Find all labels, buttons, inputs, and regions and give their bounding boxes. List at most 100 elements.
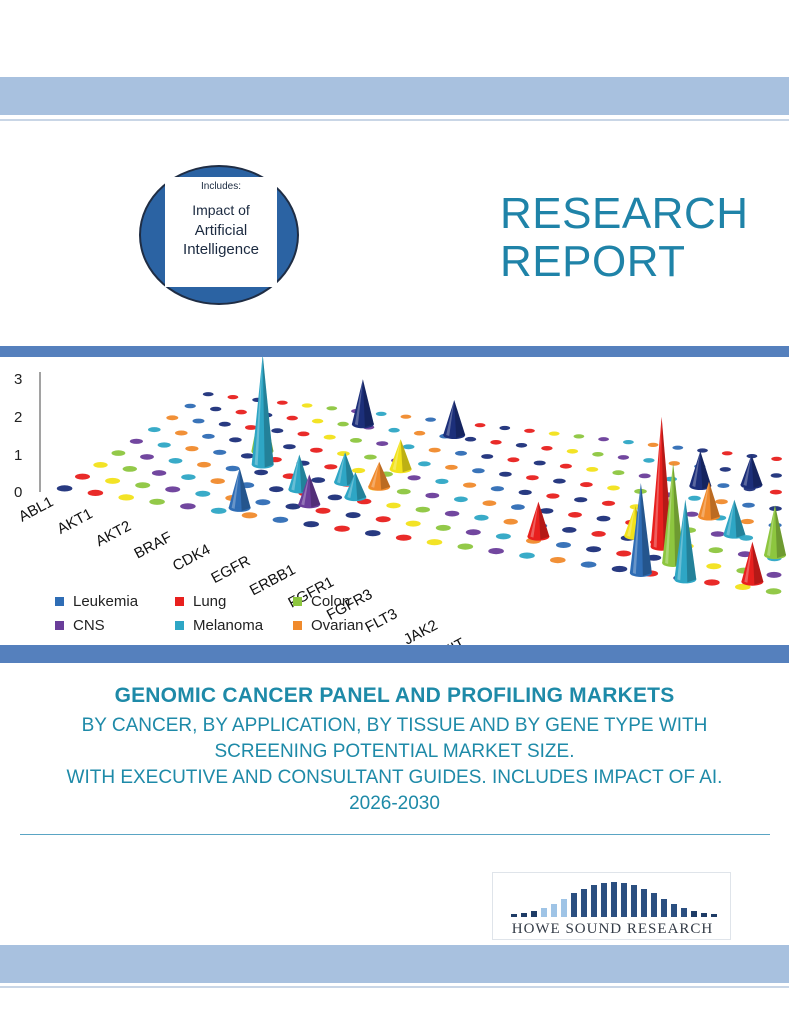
grid-dot xyxy=(315,507,331,514)
report-subtitle-1: BY CANCER, BY APPLICATION, BY TISSUE AND… xyxy=(81,715,708,736)
grid-dot xyxy=(396,488,411,495)
grid-dot xyxy=(218,421,231,427)
grid-dot xyxy=(766,571,782,578)
grid-dot xyxy=(376,441,389,446)
category-label: AKT2 xyxy=(93,518,134,551)
grid-dot xyxy=(490,486,504,492)
grid-dot xyxy=(386,502,401,509)
grid-dot xyxy=(548,431,560,436)
grid-dot xyxy=(405,520,421,527)
grid-dot xyxy=(210,406,222,412)
grid-dot xyxy=(303,521,320,528)
grid-dot xyxy=(181,474,196,480)
grid-dot xyxy=(511,504,525,510)
grid-dot xyxy=(129,438,143,444)
grid-dot xyxy=(574,497,588,503)
grid-dot xyxy=(488,548,504,555)
grid-dot xyxy=(481,454,494,459)
grid-dot xyxy=(503,518,518,525)
grid-dot xyxy=(553,478,566,484)
ai-badge-box: Includes: Impact of Artificial Intellige… xyxy=(165,177,277,287)
bottom-band xyxy=(0,945,789,983)
chart-cone xyxy=(764,505,787,560)
legend-swatch xyxy=(55,597,64,606)
grid-dot xyxy=(350,438,362,443)
grid-dot xyxy=(337,421,349,427)
y-tick-label: 0 xyxy=(14,484,22,501)
legend-label: CNS xyxy=(73,617,105,634)
category-label: KIT xyxy=(439,635,468,645)
grid-dot xyxy=(740,518,754,525)
grid-dot xyxy=(395,534,412,541)
grid-dot xyxy=(375,411,387,416)
chart-cone xyxy=(741,541,764,586)
grid-dot xyxy=(168,458,183,464)
grid-dot xyxy=(337,451,350,457)
chart-cone xyxy=(228,467,251,512)
grid-dot xyxy=(301,403,313,408)
legend-item: Lung xyxy=(175,593,226,610)
grid-dot xyxy=(75,473,90,480)
grid-dot xyxy=(742,502,755,508)
chart-cone xyxy=(650,416,673,551)
logo-bar xyxy=(621,883,627,917)
grid-dot xyxy=(241,512,258,519)
grid-dot xyxy=(770,473,782,478)
category-label: JAK2 xyxy=(401,617,441,645)
grid-dot xyxy=(586,546,602,553)
grid-dot xyxy=(465,529,481,536)
chart-cone xyxy=(251,357,274,469)
grid-dot xyxy=(375,516,391,523)
grid-dot xyxy=(454,496,468,503)
grid-dot xyxy=(568,512,582,518)
logo-bar xyxy=(551,904,557,917)
grid-dot xyxy=(515,443,528,448)
grid-dot xyxy=(643,458,655,463)
grid-dot xyxy=(559,463,572,469)
grid-dot xyxy=(185,446,199,452)
grid-dot xyxy=(245,425,257,430)
grid-dot xyxy=(457,543,474,550)
grid-dot xyxy=(717,483,730,488)
chart-cone xyxy=(723,499,746,539)
grid-dot xyxy=(616,550,632,557)
chart-cone xyxy=(527,501,550,541)
grid-dot xyxy=(165,486,181,493)
grid-dot xyxy=(668,461,680,466)
grid-dot xyxy=(474,423,486,428)
logo-bar xyxy=(581,889,587,917)
grid-dot xyxy=(56,485,73,492)
grid-dot xyxy=(166,415,179,421)
chart-cone xyxy=(344,472,367,502)
legend-item: Leukemia xyxy=(55,593,139,610)
grid-dot xyxy=(526,475,539,481)
grid-dot xyxy=(111,450,126,456)
grid-dot xyxy=(148,427,161,433)
badge-line-1: Impact of xyxy=(192,202,250,218)
grid-dot xyxy=(157,442,171,448)
grid-dot xyxy=(192,418,205,424)
bottom-band-line xyxy=(0,986,789,988)
grid-dot xyxy=(573,434,585,439)
grid-dot xyxy=(623,440,634,445)
grid-dot xyxy=(326,406,338,411)
legend-label: Ovarian xyxy=(311,617,364,634)
grid-dot xyxy=(472,468,485,474)
research-label: RESEARCH xyxy=(500,189,749,238)
grid-dot xyxy=(647,442,659,447)
grid-dot xyxy=(311,477,326,483)
grid-dot xyxy=(235,409,247,415)
chart-cone xyxy=(689,451,712,491)
grid-dot xyxy=(607,485,620,491)
logo-bar xyxy=(701,913,707,917)
logo-bar xyxy=(641,889,647,917)
grid-dot xyxy=(227,395,239,400)
grid-dot xyxy=(210,478,225,484)
chart-cone xyxy=(674,499,697,584)
grid-dot xyxy=(638,473,651,479)
grid-dot xyxy=(533,460,546,466)
category-label: AKT1 xyxy=(54,505,95,538)
grid-dot xyxy=(415,506,430,513)
grid-dot xyxy=(672,445,684,450)
